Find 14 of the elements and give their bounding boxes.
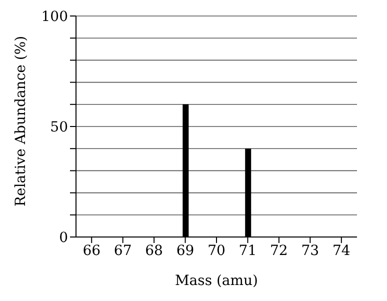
y-tick-label: 100	[41, 8, 68, 25]
y-tick-label: 50	[50, 119, 68, 136]
y-tick-label: 0	[59, 230, 68, 246]
x-tick-label: 69	[176, 242, 194, 259]
x-tick-label: 74	[332, 242, 350, 259]
x-tick-label: 66	[82, 242, 101, 259]
x-tick-label: 73	[301, 242, 320, 259]
x-axis-title: Mass (amu)	[174, 273, 258, 289]
x-tick-label: 71	[238, 242, 257, 259]
x-tick-label: 70	[208, 242, 226, 259]
x-tick-label: 67	[114, 242, 132, 259]
x-tick-label: 72	[270, 242, 288, 259]
x-tick-label: 68	[145, 242, 163, 259]
y-axis-title: Relative Abundance (%)	[12, 36, 29, 206]
